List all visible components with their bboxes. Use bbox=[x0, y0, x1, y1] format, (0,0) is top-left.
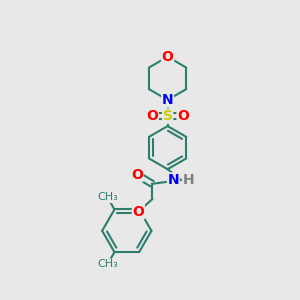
Text: O: O bbox=[162, 50, 173, 64]
Text: CH₃: CH₃ bbox=[97, 259, 118, 269]
Text: N: N bbox=[162, 93, 173, 107]
Text: O: O bbox=[132, 205, 144, 219]
Text: N: N bbox=[167, 173, 179, 187]
Text: CH₃: CH₃ bbox=[97, 193, 118, 202]
Text: O: O bbox=[131, 168, 143, 182]
Text: O: O bbox=[177, 109, 189, 123]
Text: H: H bbox=[183, 173, 195, 187]
Text: S: S bbox=[163, 109, 172, 123]
Text: O: O bbox=[146, 109, 158, 123]
